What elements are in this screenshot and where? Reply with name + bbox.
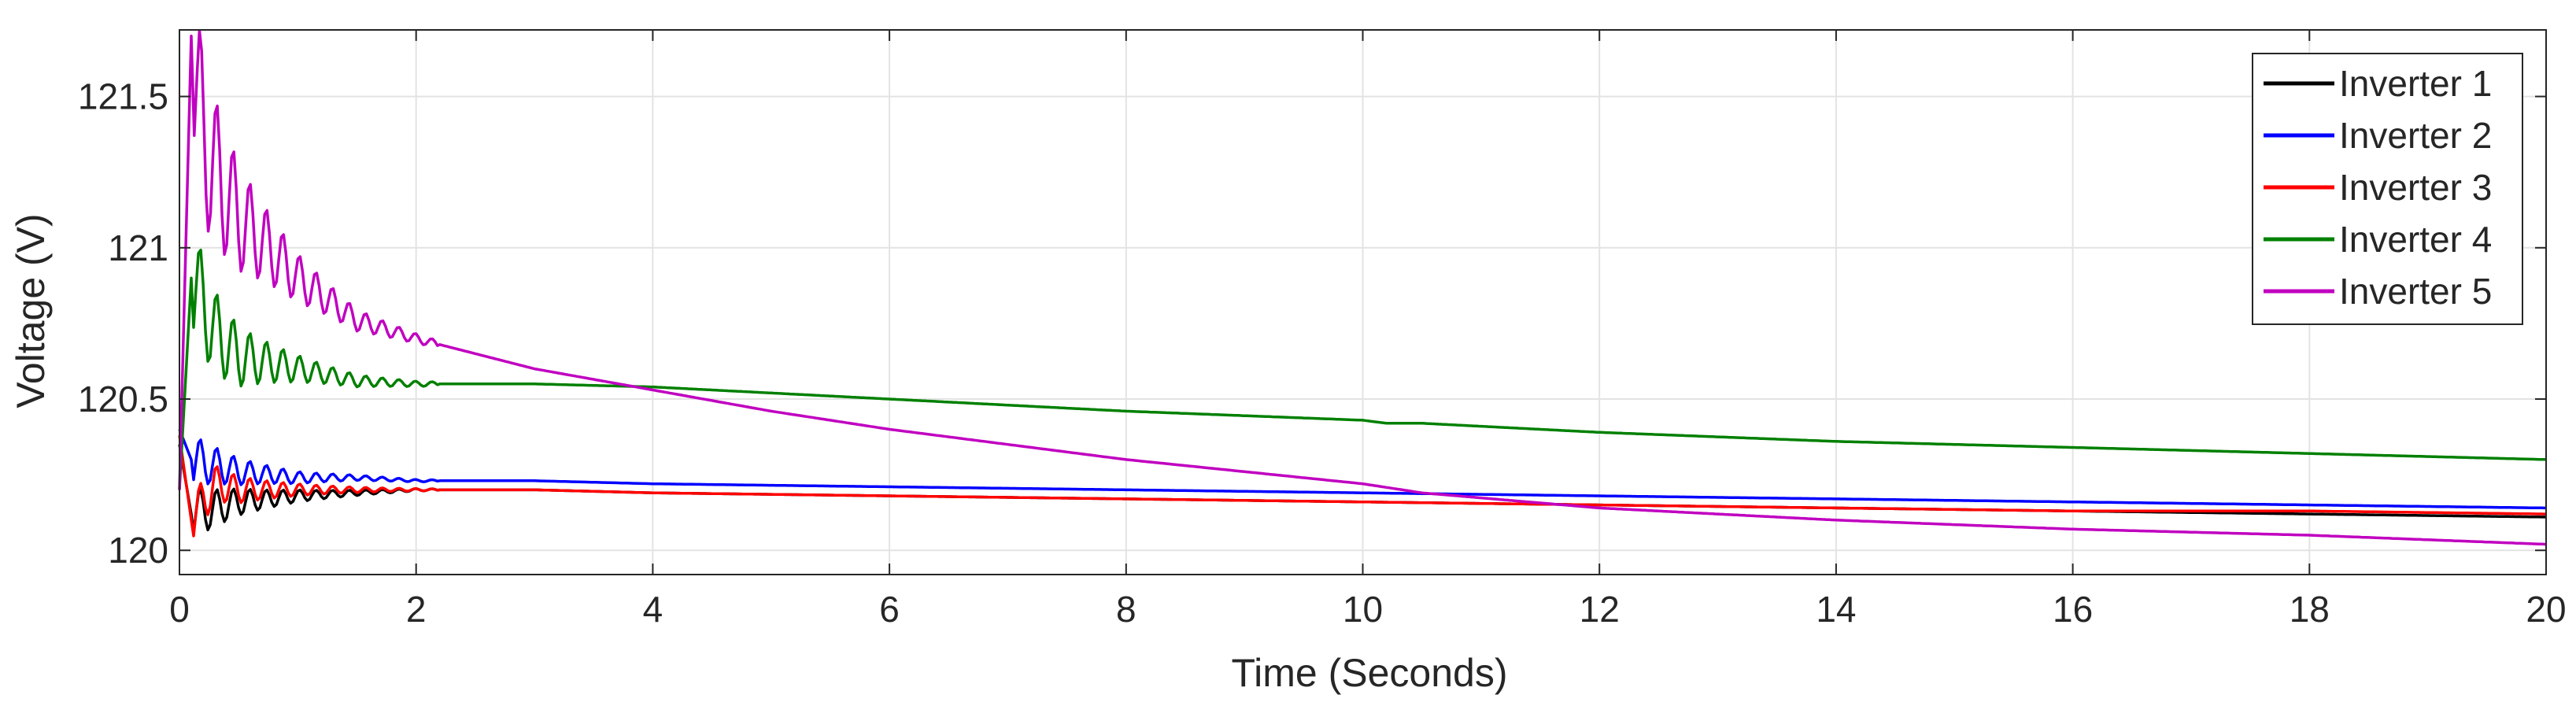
y-tick-label: 120 (108, 530, 168, 571)
y-tick-label: 120.5 (78, 379, 168, 419)
y-tick-label: 121.5 (78, 76, 168, 117)
series-line-5 (178, 28, 2547, 546)
x-tick-label: 6 (879, 589, 900, 630)
x-tick-label: 14 (1816, 589, 1856, 630)
x-tick-label: 2 (406, 589, 427, 630)
x-tick-label: 4 (643, 589, 663, 630)
x-axis-title: Time (Seconds) (1231, 651, 1507, 695)
legend-label: Inverter 1 (2339, 63, 2492, 104)
series-line-3 (178, 434, 2546, 538)
x-tick-label: 20 (2526, 589, 2566, 630)
y-tick-label: 121 (108, 227, 168, 268)
legend-label: Inverter 5 (2339, 271, 2492, 312)
series-line-4 (178, 248, 2547, 490)
x-tick-label: 0 (169, 589, 190, 630)
x-tick-label: 8 (1116, 589, 1136, 630)
y-axis-title: Voltage (V) (9, 213, 53, 408)
x-tick-label: 18 (2290, 589, 2330, 630)
legend-label: Inverter 4 (2339, 219, 2492, 260)
series-line-2 (178, 428, 2546, 510)
x-tick-label: 16 (2053, 589, 2093, 630)
x-tick-label: 10 (1343, 589, 1383, 630)
legend-label: Inverter 2 (2339, 115, 2492, 156)
legend-label: Inverter 3 (2339, 167, 2492, 208)
legend: Inverter 1 Inverter 2 Inverter 3 Inverter 4… (2252, 53, 2523, 325)
x-tick-label: 12 (1580, 589, 1620, 630)
